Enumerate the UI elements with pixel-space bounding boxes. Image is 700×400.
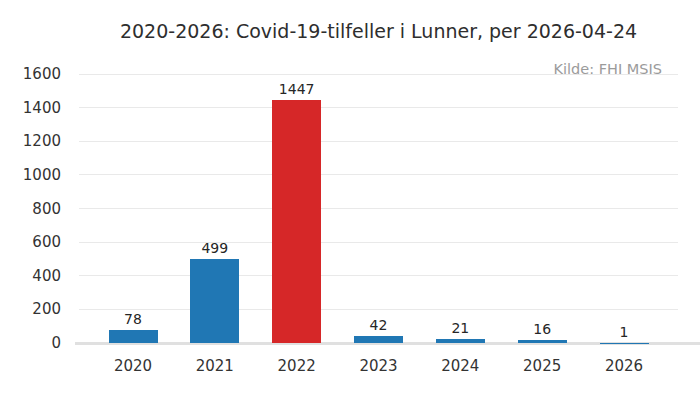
x-tick-label: 2023 [359,357,397,375]
x-tick-label: 2022 [278,357,316,375]
bar-value-label: 1 [620,324,629,340]
bar-2025 [518,340,567,343]
y-tick-label: 1600 [0,65,61,83]
x-tick-label: 2021 [196,357,234,375]
covid-bar-chart-figure: 2020-2026: Covid-19-tilfeller i Lunner, … [0,0,700,400]
bar-2022 [272,100,321,343]
y-tick-label: 400 [0,267,61,285]
bar-value-label: 16 [533,321,551,337]
gridline [79,275,678,276]
x-tick-label: 2024 [441,357,479,375]
bar-value-label: 21 [451,320,469,336]
y-tick-label: 0 [0,334,61,352]
plot-area: 78 499 1447 42 21 16 1 [79,74,678,343]
y-tick-label: 800 [0,200,61,218]
gridline [79,141,678,142]
y-tick-label: 200 [0,300,61,318]
bar-2023 [354,336,403,343]
bar-value-label: 499 [201,240,228,256]
x-tick-label: 2026 [605,357,643,375]
gridline [79,208,678,209]
bar-2021 [190,259,239,343]
gridline [79,74,678,75]
x-tick-label: 2020 [114,357,152,375]
bar-2020 [109,330,158,343]
bar-value-label: 78 [124,311,142,327]
gridline [79,309,678,310]
bar-value-label: 42 [370,317,388,333]
gridline [79,242,678,243]
y-tick-label: 1200 [0,132,61,150]
bar-2024 [436,339,485,343]
gridline [79,107,678,108]
y-tick-label: 1400 [0,99,61,117]
y-tick-label: 600 [0,233,61,251]
y-tick-label: 1000 [0,166,61,184]
gridline [79,174,678,175]
bar-value-label: 1447 [279,81,315,97]
x-tick-label: 2025 [523,357,561,375]
chart-title: 2020-2026: Covid-19-tilfeller i Lunner, … [79,20,678,42]
